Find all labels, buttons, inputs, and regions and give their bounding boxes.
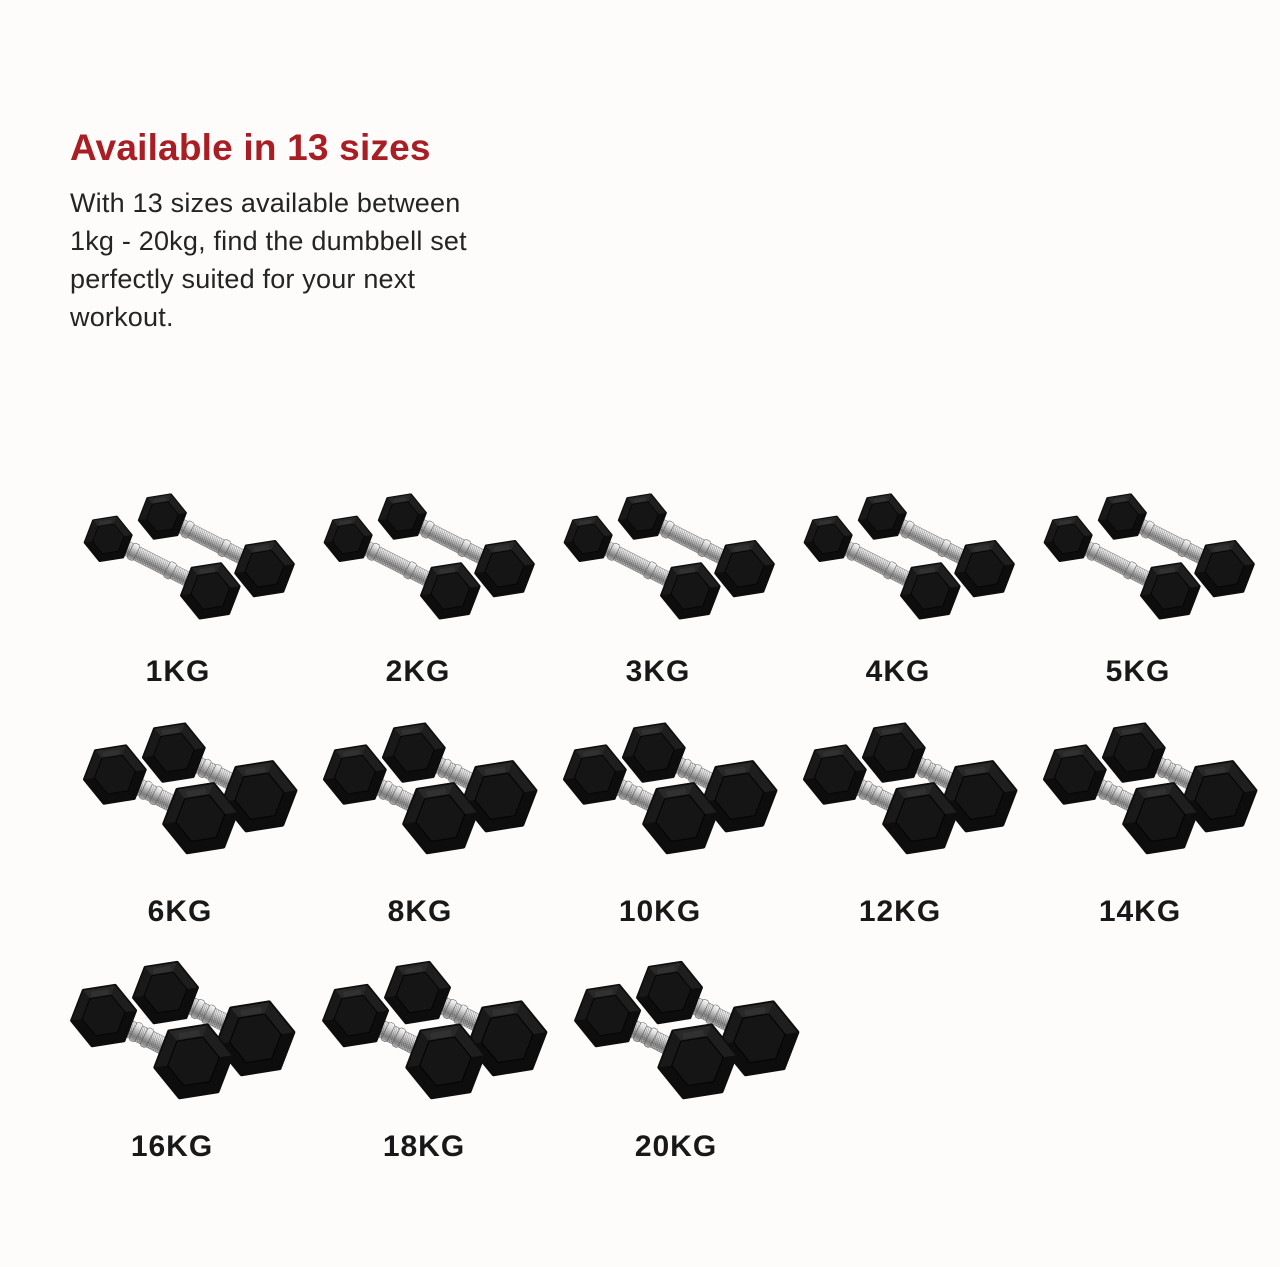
size-item-18kg: 18KG — [298, 952, 550, 1163]
header: Available in 13 sizes With 13 sizes avai… — [70, 126, 550, 336]
dumbbell-pair-image — [1018, 486, 1258, 625]
size-item-14kg: 14KG — [1020, 714, 1260, 928]
size-item-5kg: 5KG — [1018, 486, 1258, 688]
size-item-12kg: 12KG — [780, 714, 1020, 928]
description-line: With 13 sizes available between — [70, 188, 461, 218]
dumbbell-pair-image — [538, 486, 778, 625]
size-item-6kg: 6KG — [60, 714, 300, 928]
weight-label: 20KG — [634, 1130, 718, 1163]
size-item-10kg: 10KG — [540, 714, 780, 928]
weight-label: 10KG — [618, 895, 702, 928]
dumbbell-pair-image — [540, 714, 780, 855]
weight-label: 1KG — [145, 655, 211, 688]
weight-label: 3KG — [625, 655, 691, 688]
weight-label: 18KG — [382, 1130, 466, 1163]
weight-label: 6KG — [147, 895, 213, 928]
weight-label: 16KG — [130, 1130, 214, 1163]
dumbbell-pair-image — [46, 952, 298, 1100]
sizes-row-2: 6KG 8KG 10KG 12KG 14KG — [60, 714, 1260, 928]
weight-label: 4KG — [865, 655, 931, 688]
description-line: workout. — [70, 302, 174, 332]
weight-label: 14KG — [1098, 895, 1182, 928]
description-line: 1kg - 20kg, find the dumbbell set — [70, 226, 467, 256]
sizes-row-3: 16KG 18KG 20KG — [46, 952, 802, 1163]
weight-label: 12KG — [858, 895, 942, 928]
dumbbell-pair-image — [58, 486, 298, 625]
size-item-1kg: 1KG — [58, 486, 298, 688]
sizes-row-1: 1KG 2KG 3KG 4KG 5KG — [58, 486, 1258, 688]
page-description: With 13 sizes available between 1kg - 20… — [70, 184, 550, 336]
weight-label: 8KG — [387, 895, 453, 928]
dumbbell-pair-image — [778, 486, 1018, 625]
size-item-16kg: 16KG — [46, 952, 298, 1163]
size-item-20kg: 20KG — [550, 952, 802, 1163]
size-item-3kg: 3KG — [538, 486, 778, 688]
page-title: Available in 13 sizes — [70, 127, 431, 168]
dumbbell-pair-image — [300, 714, 540, 855]
dumbbell-pair-image — [60, 714, 300, 855]
dumbbell-pair-image — [550, 952, 802, 1100]
weight-label: 5KG — [1105, 655, 1171, 688]
dumbbell-pair-image — [1020, 714, 1260, 855]
size-item-4kg: 4KG — [778, 486, 1018, 688]
dumbbell-pair-image — [298, 952, 550, 1100]
size-item-2kg: 2KG — [298, 486, 538, 688]
dumbbell-pair-image — [780, 714, 1020, 855]
weight-label: 2KG — [385, 655, 451, 688]
dumbbell-pair-image — [298, 486, 538, 625]
description-line: perfectly suited for your next — [70, 264, 416, 294]
size-item-8kg: 8KG — [300, 714, 540, 928]
